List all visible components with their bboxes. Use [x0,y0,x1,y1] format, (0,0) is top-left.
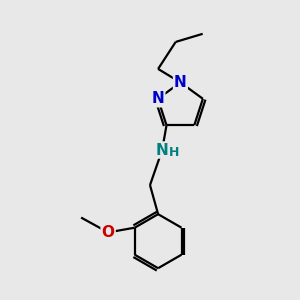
Text: H: H [169,146,179,158]
Text: N: N [152,91,164,106]
Text: N: N [156,142,169,158]
Text: O: O [102,225,115,240]
Text: N: N [174,75,187,90]
